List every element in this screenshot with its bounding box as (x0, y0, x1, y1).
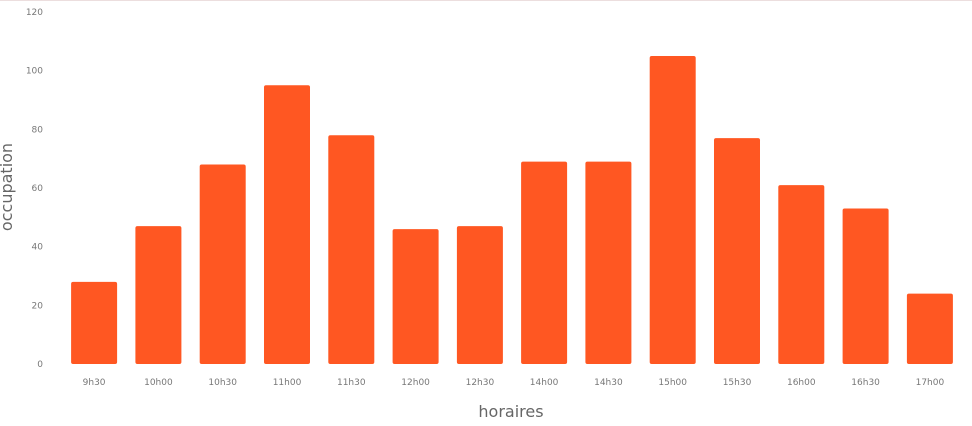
x-tick-label: 9h30 (83, 378, 106, 388)
bar-14h00 (521, 161, 568, 364)
y-axis-title: occupation (0, 143, 16, 231)
y-tick-label: 40 (32, 243, 44, 253)
x-axis-title: horaires (478, 402, 543, 421)
x-tick-label: 16h00 (787, 378, 816, 388)
x-tick-label: 10h00 (144, 378, 173, 388)
y-tick-label: 120 (26, 8, 43, 18)
x-tick-label: 12h00 (401, 378, 430, 388)
x-tick-label: 10h30 (208, 378, 237, 388)
y-tick-label: 80 (32, 125, 44, 135)
x-axis-ticks: 9h30 10h00 10h30 11h00 11h30 12h00 12h30 14h00 1… (83, 378, 945, 388)
bar-15h00 (649, 56, 696, 364)
bar-9h30 (71, 281, 118, 364)
y-tick-label: 20 (32, 301, 44, 311)
x-tick-label: 15h00 (658, 378, 687, 388)
x-tick-label: 17h00 (916, 378, 945, 388)
bar-11h00 (264, 85, 310, 365)
y-tick-label: 0 (37, 360, 43, 370)
bar-16h00 (778, 185, 825, 364)
x-tick-label: 14h30 (594, 378, 623, 388)
x-tick-label: 11h30 (337, 378, 366, 388)
bar-11h30 (328, 135, 375, 364)
x-tick-label: 15h30 (723, 378, 752, 388)
top-border-line (0, 0, 972, 1)
x-tick-label: 14h00 (530, 378, 559, 388)
bar-14h30 (585, 161, 632, 364)
bars-group (71, 56, 953, 365)
bar-16h30 (842, 208, 889, 364)
bar-12h00 (392, 229, 439, 364)
x-tick-label: 12h30 (466, 378, 495, 388)
bar-10h00 (135, 226, 182, 364)
bar-10h30 (199, 164, 246, 364)
y-tick-label: 60 (32, 184, 44, 194)
y-tick-label: 100 (26, 67, 43, 77)
x-tick-label: 16h30 (851, 378, 880, 388)
bar-17h00 (906, 293, 953, 364)
y-axis-ticks: 0 20 40 60 80 100 120 (26, 8, 43, 370)
x-tick-label: 11h00 (273, 378, 302, 388)
bar-15h30 (714, 138, 760, 364)
bar-12h30 (456, 226, 503, 364)
